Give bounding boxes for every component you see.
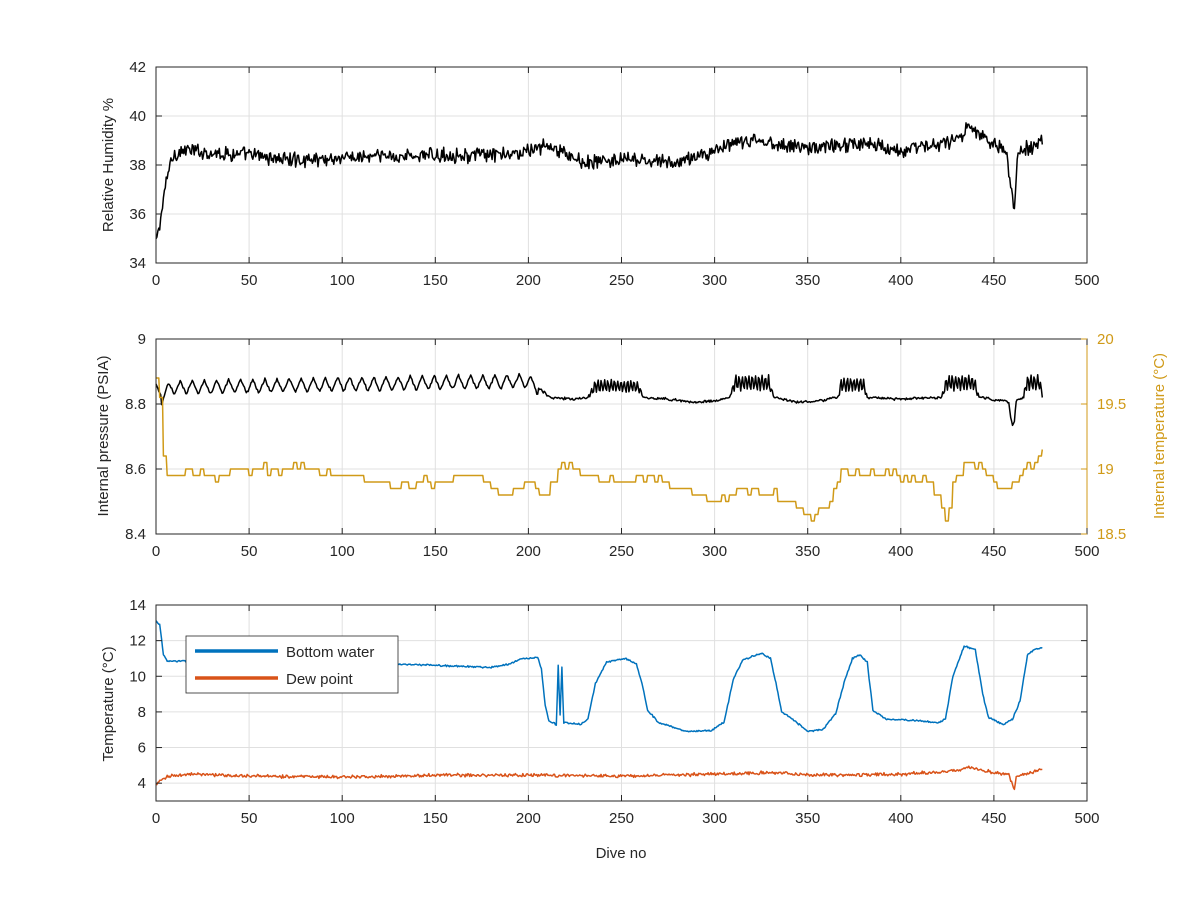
y-tick-label: 10 [129, 668, 146, 685]
x-tick-label: 300 [702, 810, 727, 827]
y-right-tick-label: 18.5 [1097, 526, 1126, 543]
y-tick-label: 8 [138, 704, 146, 721]
series-line-internal-pressure [155, 372, 1044, 427]
temperature-y-axis-label: Temperature (°C) [100, 646, 117, 761]
x-tick-label: 200 [516, 543, 541, 560]
x-tick-label: 50 [241, 810, 258, 827]
pressure-temperature-series [155, 372, 1044, 522]
y-tick-label: 8.4 [125, 526, 146, 543]
x-tick-label: 150 [423, 272, 448, 289]
x-tick-label: 450 [981, 810, 1006, 827]
x-tick-label: 400 [888, 810, 913, 827]
pressure-x-ticks: 0 50 100 150 200 250 300 350 400 450 500 [152, 339, 1100, 560]
y-tick-label: 9 [138, 331, 146, 348]
y-tick-label: 12 [129, 633, 146, 650]
series-line-internal-temperature [156, 377, 1044, 522]
y-tick-label: 38 [129, 157, 146, 174]
panel-humidity: 0 50 100 150 200 250 300 350 400 450 500 34 36 38 40 4… [100, 59, 1100, 289]
y-right-tick-label: 19.5 [1097, 396, 1126, 413]
legend: Bottom water Dew point [185, 635, 399, 694]
x-tick-label: 0 [152, 810, 160, 827]
x-tick-label: 400 [888, 272, 913, 289]
x-tick-label: 250 [609, 810, 634, 827]
x-tick-label: 300 [702, 272, 727, 289]
x-tick-label: 100 [330, 543, 355, 560]
y-tick-label: 8.6 [125, 461, 146, 478]
y-right-tick-label: 20 [1097, 331, 1114, 348]
legend-label-dew-point: Dew point [286, 671, 354, 688]
x-tick-label: 300 [702, 543, 727, 560]
x-tick-label: 150 [423, 543, 448, 560]
x-tick-label: 350 [795, 543, 820, 560]
x-tick-label: 100 [330, 810, 355, 827]
x-tick-label: 0 [152, 272, 160, 289]
y-tick-label: 34 [129, 255, 146, 272]
x-tick-label: 250 [609, 543, 634, 560]
pressure-y-axis-label: Internal pressure (PSIA) [95, 356, 112, 517]
x-tick-label: 200 [516, 810, 541, 827]
y-tick-label: 14 [129, 597, 146, 614]
x-tick-label: 500 [1074, 543, 1099, 560]
y-right-tick-label: 19 [1097, 461, 1114, 478]
y-tick-label: 8.8 [125, 396, 146, 413]
legend-box [185, 635, 399, 694]
x-tick-label: 350 [795, 810, 820, 827]
humidity-y-axis-label: Relative Humidity % [100, 98, 117, 232]
legend-label-bottom-water: Bottom water [286, 644, 374, 661]
series-line-humidity [155, 122, 1044, 240]
y-tick-label: 4 [138, 775, 146, 792]
temperature-right-axis-label: Internal temperature (°C) [1151, 353, 1168, 519]
x-tick-label: 0 [152, 543, 160, 560]
series-line-dew-point [156, 765, 1043, 791]
x-tick-label: 400 [888, 543, 913, 560]
x-tick-label: 200 [516, 272, 541, 289]
y-tick-label: 6 [138, 740, 146, 757]
pressure-y-ticks: 8.4 8.6 8.8 9 [125, 331, 162, 543]
humidity-series [155, 122, 1044, 240]
x-tick-label: 500 [1074, 272, 1099, 289]
x-tick-label: 450 [981, 543, 1006, 560]
temperature-y-ticks: 4 6 8 10 12 14 [129, 597, 1087, 792]
x-tick-label: 150 [423, 810, 448, 827]
x-tick-label: 350 [795, 272, 820, 289]
x-tick-label: 450 [981, 272, 1006, 289]
panel-pressure-temperature: 0 50 100 150 200 250 300 350 400 450 500 8.4 8.6 8.8… [95, 331, 1168, 560]
x-tick-label: 50 [241, 543, 258, 560]
panel-temperature: 0 50 100 150 200 250 300 350 400 450 500 4 6 8 10 12 14… [100, 597, 1100, 862]
x-tick-label: 250 [609, 272, 634, 289]
x-tick-label: 500 [1074, 810, 1099, 827]
temperature-x-ticks: 0 50 100 150 200 250 300 350 400 450 500 [152, 605, 1100, 827]
temperature-right-y-ticks: 18.5 19 19.5 20 [1081, 331, 1126, 543]
humidity-y-ticks: 34 36 38 40 42 [129, 59, 1087, 272]
y-tick-label: 42 [129, 59, 146, 76]
x-axis-label: Dive no [596, 845, 647, 862]
x-tick-label: 100 [330, 272, 355, 289]
humidity-x-ticks: 0 50 100 150 200 250 300 350 400 450 500 [152, 67, 1100, 289]
y-tick-label: 36 [129, 206, 146, 223]
y-tick-label: 40 [129, 108, 146, 125]
x-tick-label: 50 [241, 272, 258, 289]
